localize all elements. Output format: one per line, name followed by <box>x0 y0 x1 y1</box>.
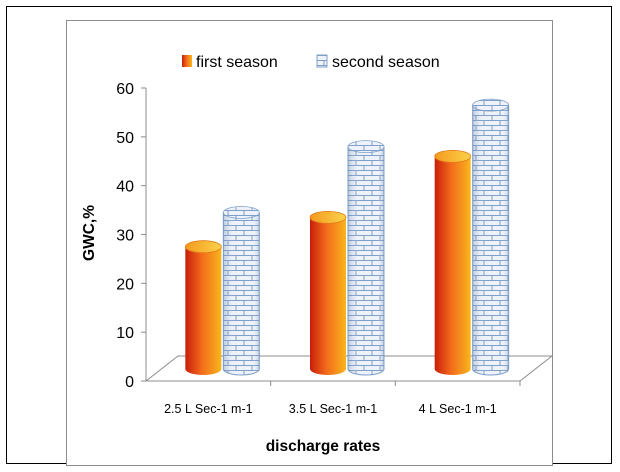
x-axis-title: discharge rates <box>266 438 381 455</box>
legend-label-first-season: first season <box>196 54 278 71</box>
bar-body <box>434 156 471 375</box>
bar-second-season-2 <box>472 98 510 376</box>
legend-item-first-season: first season <box>182 54 278 71</box>
y-tick-label-5: 50 <box>116 130 134 147</box>
bar-shading <box>472 105 509 375</box>
y-tick-label-6: 60 <box>116 81 134 98</box>
bar-first-season-0 <box>184 240 222 375</box>
legend-swatch-first-season <box>182 55 192 67</box>
y-tick-label-3: 30 <box>116 228 134 245</box>
bar-second-season-1 <box>347 140 385 376</box>
chart-area <box>66 20 553 466</box>
y-axis-title: GWC,% <box>81 205 98 261</box>
bar-body <box>185 246 222 375</box>
y-axis-ticks: 0 10 20 30 40 50 60 <box>116 81 146 391</box>
y-tick-label-2: 20 <box>116 276 134 293</box>
bar-top <box>222 206 260 219</box>
bar-shading <box>223 212 260 375</box>
bar-top <box>309 211 347 224</box>
bar-body <box>310 217 346 375</box>
bar-top <box>347 140 385 154</box>
x-category-label-2: 4 L Sec-1 m-1 <box>419 402 497 416</box>
bar-shading <box>348 146 384 375</box>
y-tick-label-1: 10 <box>116 325 134 342</box>
x-axis-categories: 2.5 L Sec-1 m-1 3.5 L Sec-1 m-1 4 L Sec-1 … <box>164 381 521 416</box>
bar-first-season-1 <box>309 211 347 375</box>
legend-swatch-second-season <box>316 54 328 68</box>
y-tick-label-0: 0 <box>125 374 134 391</box>
bars <box>184 98 510 376</box>
x-category-label-0: 2.5 L Sec-1 m-1 <box>164 402 253 416</box>
bar-top <box>434 149 472 163</box>
bar-top <box>184 240 222 254</box>
x-category-label-1: 3.5 L Sec-1 m-1 <box>289 402 378 416</box>
y-tick-label-4: 40 <box>116 179 134 196</box>
bar-first-season-2 <box>434 149 472 375</box>
bar-top <box>472 98 510 112</box>
legend-label-second-season: second season <box>332 54 440 71</box>
legend: first season second season <box>182 54 440 71</box>
legend-item-second-season: second season <box>316 54 440 71</box>
bar-second-season-0 <box>222 206 260 376</box>
